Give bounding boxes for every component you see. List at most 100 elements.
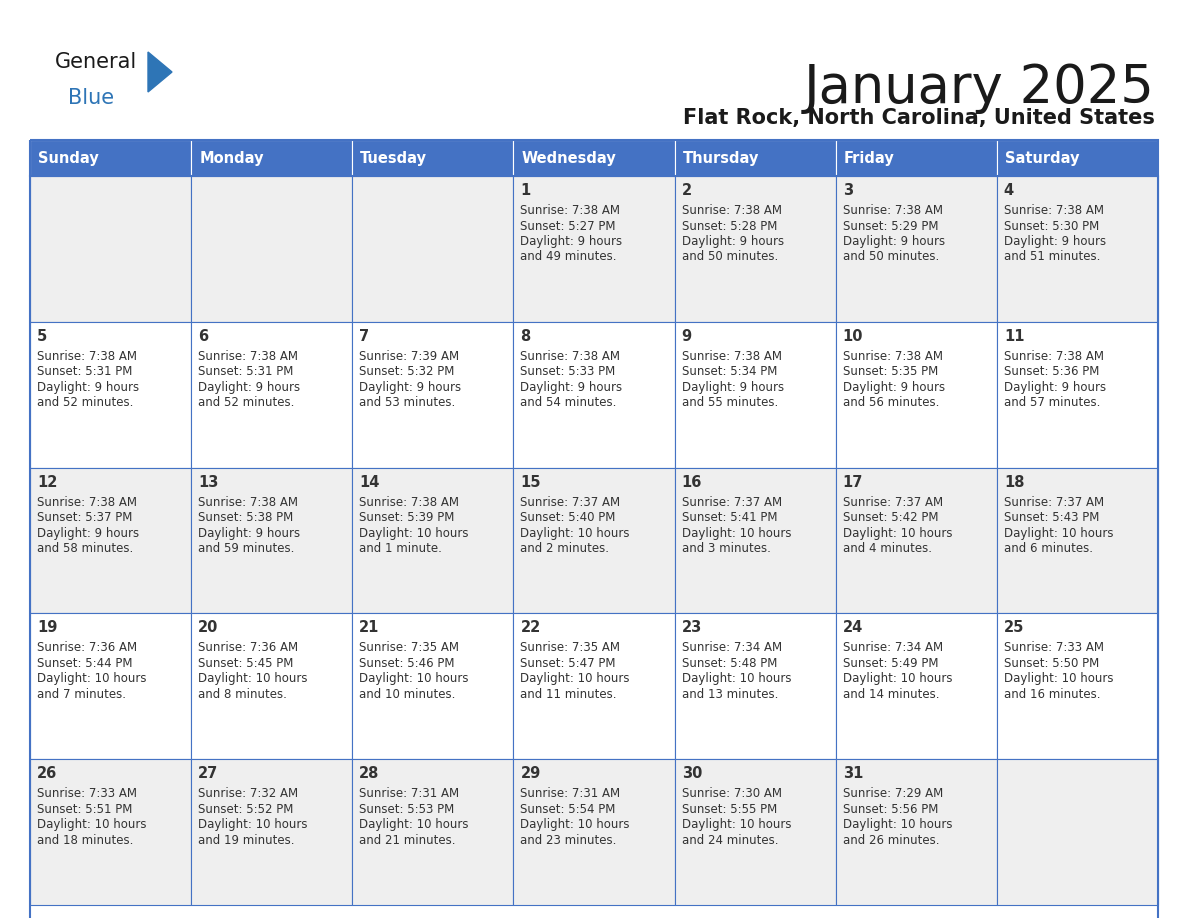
Text: Daylight: 10 hours: Daylight: 10 hours — [682, 527, 791, 540]
Text: Sunset: 5:34 PM: Sunset: 5:34 PM — [682, 365, 777, 378]
Text: 19: 19 — [37, 621, 57, 635]
Text: and 7 minutes.: and 7 minutes. — [37, 688, 126, 701]
Text: and 1 minute.: and 1 minute. — [359, 543, 442, 555]
Text: 17: 17 — [842, 475, 864, 489]
Text: Sunrise: 7:36 AM: Sunrise: 7:36 AM — [198, 642, 298, 655]
Bar — [191, 467, 353, 613]
Bar — [997, 322, 1158, 467]
Bar — [353, 613, 513, 759]
Text: Daylight: 9 hours: Daylight: 9 hours — [520, 381, 623, 394]
Text: Sunset: 5:37 PM: Sunset: 5:37 PM — [37, 511, 132, 524]
Bar — [30, 322, 191, 467]
Bar — [997, 613, 1158, 759]
Text: and 49 minutes.: and 49 minutes. — [520, 251, 617, 263]
Text: Sunset: 5:46 PM: Sunset: 5:46 PM — [359, 657, 455, 670]
Text: Sunset: 5:41 PM: Sunset: 5:41 PM — [682, 511, 777, 524]
Text: Sunset: 5:53 PM: Sunset: 5:53 PM — [359, 802, 455, 816]
Text: Sunset: 5:28 PM: Sunset: 5:28 PM — [682, 219, 777, 232]
Text: Sunrise: 7:35 AM: Sunrise: 7:35 AM — [359, 642, 460, 655]
Bar — [353, 467, 513, 613]
Text: Sunrise: 7:33 AM: Sunrise: 7:33 AM — [37, 788, 137, 800]
Bar — [997, 176, 1158, 322]
Bar — [513, 467, 675, 613]
Text: and 51 minutes.: and 51 minutes. — [1004, 251, 1100, 263]
Text: Sunset: 5:42 PM: Sunset: 5:42 PM — [842, 511, 939, 524]
Text: Sunset: 5:29 PM: Sunset: 5:29 PM — [842, 219, 939, 232]
Text: and 11 minutes.: and 11 minutes. — [520, 688, 617, 701]
Bar — [513, 176, 675, 322]
Text: Daylight: 10 hours: Daylight: 10 hours — [682, 672, 791, 686]
Text: 6: 6 — [198, 329, 208, 344]
Text: Sunset: 5:52 PM: Sunset: 5:52 PM — [198, 802, 293, 816]
Text: 30: 30 — [682, 767, 702, 781]
Text: Daylight: 9 hours: Daylight: 9 hours — [842, 235, 944, 248]
Bar — [997, 140, 1158, 176]
Text: Daylight: 10 hours: Daylight: 10 hours — [520, 527, 630, 540]
Text: Daylight: 9 hours: Daylight: 9 hours — [359, 381, 461, 394]
Bar — [835, 467, 997, 613]
Text: 11: 11 — [1004, 329, 1024, 344]
Text: Sunrise: 7:38 AM: Sunrise: 7:38 AM — [682, 204, 782, 217]
Bar — [30, 140, 1158, 918]
Text: 8: 8 — [520, 329, 531, 344]
Text: Sunset: 5:40 PM: Sunset: 5:40 PM — [520, 511, 615, 524]
Bar — [353, 322, 513, 467]
Text: 1: 1 — [520, 183, 531, 198]
Text: Sunset: 5:50 PM: Sunset: 5:50 PM — [1004, 657, 1099, 670]
Text: 9: 9 — [682, 329, 691, 344]
Bar — [675, 140, 835, 176]
Bar — [30, 467, 191, 613]
Text: 27: 27 — [198, 767, 219, 781]
Text: and 26 minutes.: and 26 minutes. — [842, 834, 940, 846]
Bar — [353, 759, 513, 905]
Text: Blue: Blue — [68, 88, 114, 108]
Bar — [675, 467, 835, 613]
Text: Daylight: 10 hours: Daylight: 10 hours — [359, 818, 469, 831]
Text: Sunday: Sunday — [38, 151, 99, 165]
Text: Daylight: 9 hours: Daylight: 9 hours — [842, 381, 944, 394]
Text: and 57 minutes.: and 57 minutes. — [1004, 397, 1100, 409]
Text: Daylight: 9 hours: Daylight: 9 hours — [1004, 235, 1106, 248]
Text: and 55 minutes.: and 55 minutes. — [682, 397, 778, 409]
Text: 15: 15 — [520, 475, 541, 489]
Bar — [513, 322, 675, 467]
Text: 4: 4 — [1004, 183, 1015, 198]
Text: Daylight: 10 hours: Daylight: 10 hours — [198, 672, 308, 686]
Text: and 54 minutes.: and 54 minutes. — [520, 397, 617, 409]
Text: and 13 minutes.: and 13 minutes. — [682, 688, 778, 701]
Bar — [30, 140, 191, 176]
Text: Sunset: 5:30 PM: Sunset: 5:30 PM — [1004, 219, 1099, 232]
Text: and 56 minutes.: and 56 minutes. — [842, 397, 939, 409]
Bar — [513, 759, 675, 905]
Text: Flat Rock, North Carolina, United States: Flat Rock, North Carolina, United States — [683, 108, 1155, 128]
Text: Daylight: 10 hours: Daylight: 10 hours — [359, 672, 469, 686]
Text: and 50 minutes.: and 50 minutes. — [682, 251, 778, 263]
Text: 29: 29 — [520, 767, 541, 781]
Text: Sunrise: 7:36 AM: Sunrise: 7:36 AM — [37, 642, 137, 655]
Text: Sunset: 5:43 PM: Sunset: 5:43 PM — [1004, 511, 1099, 524]
Text: Tuesday: Tuesday — [360, 151, 428, 165]
Text: Daylight: 9 hours: Daylight: 9 hours — [682, 381, 784, 394]
Text: 24: 24 — [842, 621, 862, 635]
Bar — [353, 176, 513, 322]
Bar — [835, 759, 997, 905]
Text: and 8 minutes.: and 8 minutes. — [198, 688, 287, 701]
Text: Sunset: 5:51 PM: Sunset: 5:51 PM — [37, 802, 132, 816]
Text: 22: 22 — [520, 621, 541, 635]
Text: Sunrise: 7:37 AM: Sunrise: 7:37 AM — [682, 496, 782, 509]
Text: Sunrise: 7:37 AM: Sunrise: 7:37 AM — [1004, 496, 1104, 509]
Text: 13: 13 — [198, 475, 219, 489]
Text: Daylight: 10 hours: Daylight: 10 hours — [842, 527, 953, 540]
Text: Daylight: 10 hours: Daylight: 10 hours — [359, 527, 469, 540]
Text: and 3 minutes.: and 3 minutes. — [682, 543, 771, 555]
Bar — [997, 759, 1158, 905]
Text: Daylight: 9 hours: Daylight: 9 hours — [682, 235, 784, 248]
Text: and 58 minutes.: and 58 minutes. — [37, 543, 133, 555]
Bar — [835, 140, 997, 176]
Bar — [513, 140, 675, 176]
Text: Sunset: 5:44 PM: Sunset: 5:44 PM — [37, 657, 133, 670]
Text: and 14 minutes.: and 14 minutes. — [842, 688, 940, 701]
Text: and 6 minutes.: and 6 minutes. — [1004, 543, 1093, 555]
Text: Sunrise: 7:34 AM: Sunrise: 7:34 AM — [842, 642, 943, 655]
Text: 28: 28 — [359, 767, 380, 781]
